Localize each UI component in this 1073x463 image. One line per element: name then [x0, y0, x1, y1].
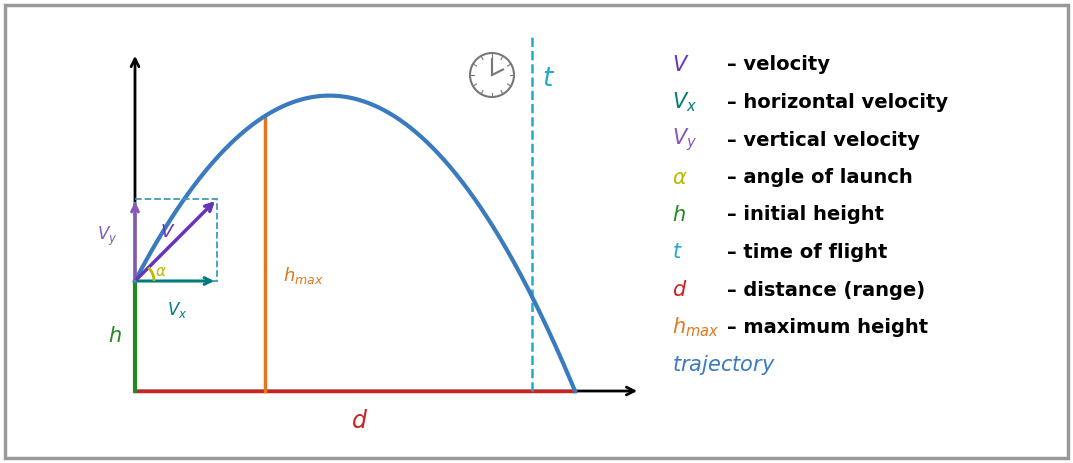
Text: – velocity: – velocity [727, 56, 831, 75]
Text: $\mathit{V}$: $\mathit{V}$ [160, 223, 176, 241]
Text: – maximum height: – maximum height [727, 318, 928, 337]
Text: $\mathit{t}$: $\mathit{t}$ [672, 243, 682, 263]
Text: $\mathit{trajectory}$: $\mathit{trajectory}$ [672, 353, 776, 377]
Text: $\mathit{V}$: $\mathit{V}$ [672, 55, 690, 75]
Text: $\mathit{V}_y$: $\mathit{V}_y$ [672, 126, 697, 153]
Text: $\mathit{V}_y$: $\mathit{V}_y$ [97, 225, 117, 248]
Bar [135, 199, 217, 281]
Text: $\mathit{h}_{max}$: $\mathit{h}_{max}$ [283, 265, 324, 286]
Text: $\mathit{\alpha}$: $\mathit{\alpha}$ [156, 264, 167, 280]
Text: – distance (range): – distance (range) [727, 281, 925, 300]
Text: – vertical velocity: – vertical velocity [727, 131, 920, 150]
Text: $\mathit{V}_x$: $\mathit{V}_x$ [167, 300, 188, 320]
Text: – horizontal velocity: – horizontal velocity [727, 93, 949, 112]
Text: $\mathit{h}$: $\mathit{h}$ [108, 326, 122, 346]
Text: $\mathit{d}$: $\mathit{d}$ [352, 409, 368, 433]
Text: – initial height: – initial height [727, 206, 884, 225]
Text: $\mathit{d}$: $\mathit{d}$ [672, 280, 688, 300]
Text: – angle of launch: – angle of launch [727, 168, 913, 187]
Text: $\mathit{\alpha}$: $\mathit{\alpha}$ [672, 168, 688, 188]
Text: – time of flight: – time of flight [727, 243, 887, 262]
Text: $\mathit{h}_{max}$: $\mathit{h}_{max}$ [672, 316, 719, 339]
FancyBboxPatch shape [5, 5, 1068, 458]
Text: $\mathit{V}_x$: $\mathit{V}_x$ [672, 91, 697, 114]
Text: $\mathit{t}$: $\mathit{t}$ [542, 66, 555, 92]
Text: $\mathit{h}$: $\mathit{h}$ [672, 205, 686, 225]
